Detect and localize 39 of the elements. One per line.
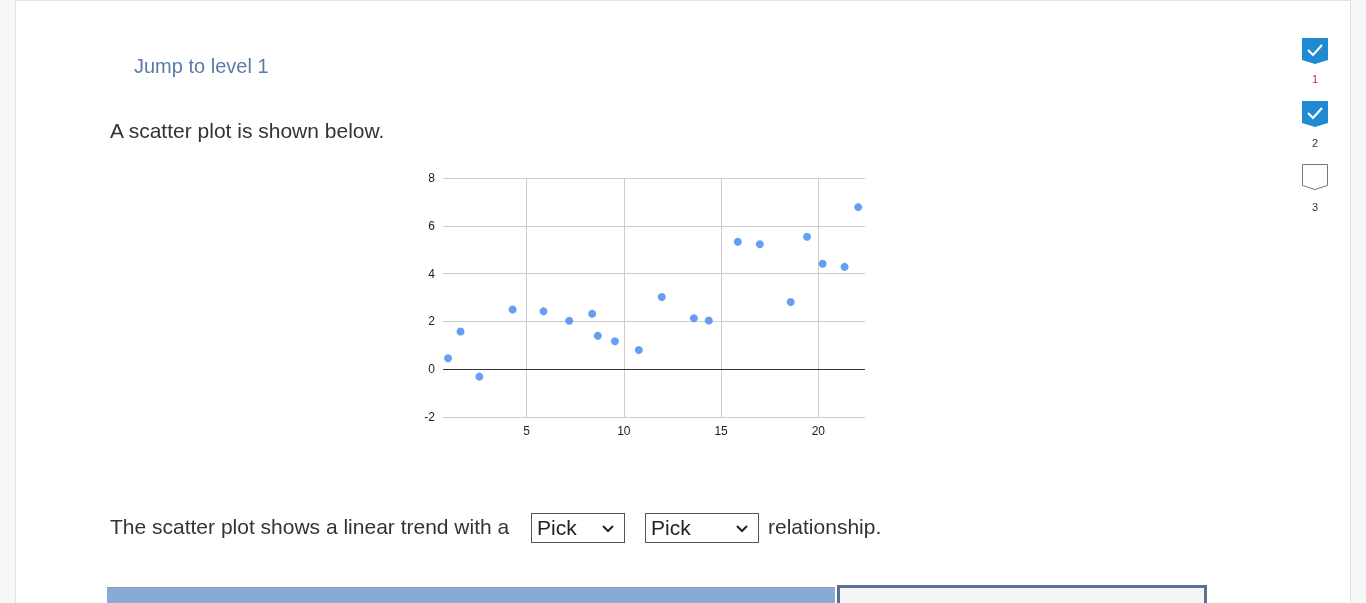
y-tick-label: 4	[428, 266, 436, 281]
text: relationship.	[768, 515, 882, 539]
point	[704, 316, 713, 325]
point	[456, 327, 465, 336]
point	[818, 259, 827, 268]
text: A scatter plot is shown below.	[110, 119, 385, 143]
point	[588, 309, 597, 318]
dropdown: Pick	[531, 513, 625, 543]
point	[444, 354, 453, 363]
text: 2	[1310, 137, 1320, 149]
text: Jump to level 1	[134, 55, 269, 78]
point	[840, 262, 849, 271]
y-tick-label: 6	[428, 218, 436, 233]
y-tick-label: 8	[428, 171, 436, 185]
point	[565, 316, 574, 325]
text: 3	[1310, 201, 1320, 213]
point	[475, 372, 484, 381]
point	[610, 337, 619, 346]
point	[786, 298, 795, 307]
y-tick-label: 0	[428, 362, 436, 377]
point	[755, 240, 764, 249]
point	[593, 331, 602, 340]
y-tick-label: 2	[428, 314, 436, 329]
x-tick-label: 10	[617, 424, 631, 438]
x-tick-label: 15	[714, 424, 729, 438]
dropdown: Pick	[645, 513, 759, 543]
text: The scatter plot shows a linear trend with a	[110, 515, 510, 539]
y-tick-label: -2	[424, 410, 436, 424]
point	[539, 307, 548, 316]
point	[854, 203, 863, 212]
x-tick-label: 5	[523, 424, 531, 438]
text: 1	[1310, 73, 1320, 85]
point	[803, 232, 812, 241]
point	[634, 346, 643, 355]
x-tick-label: 20	[811, 424, 826, 438]
point	[733, 237, 742, 246]
point	[657, 293, 666, 302]
point	[508, 305, 517, 314]
point	[689, 314, 698, 323]
